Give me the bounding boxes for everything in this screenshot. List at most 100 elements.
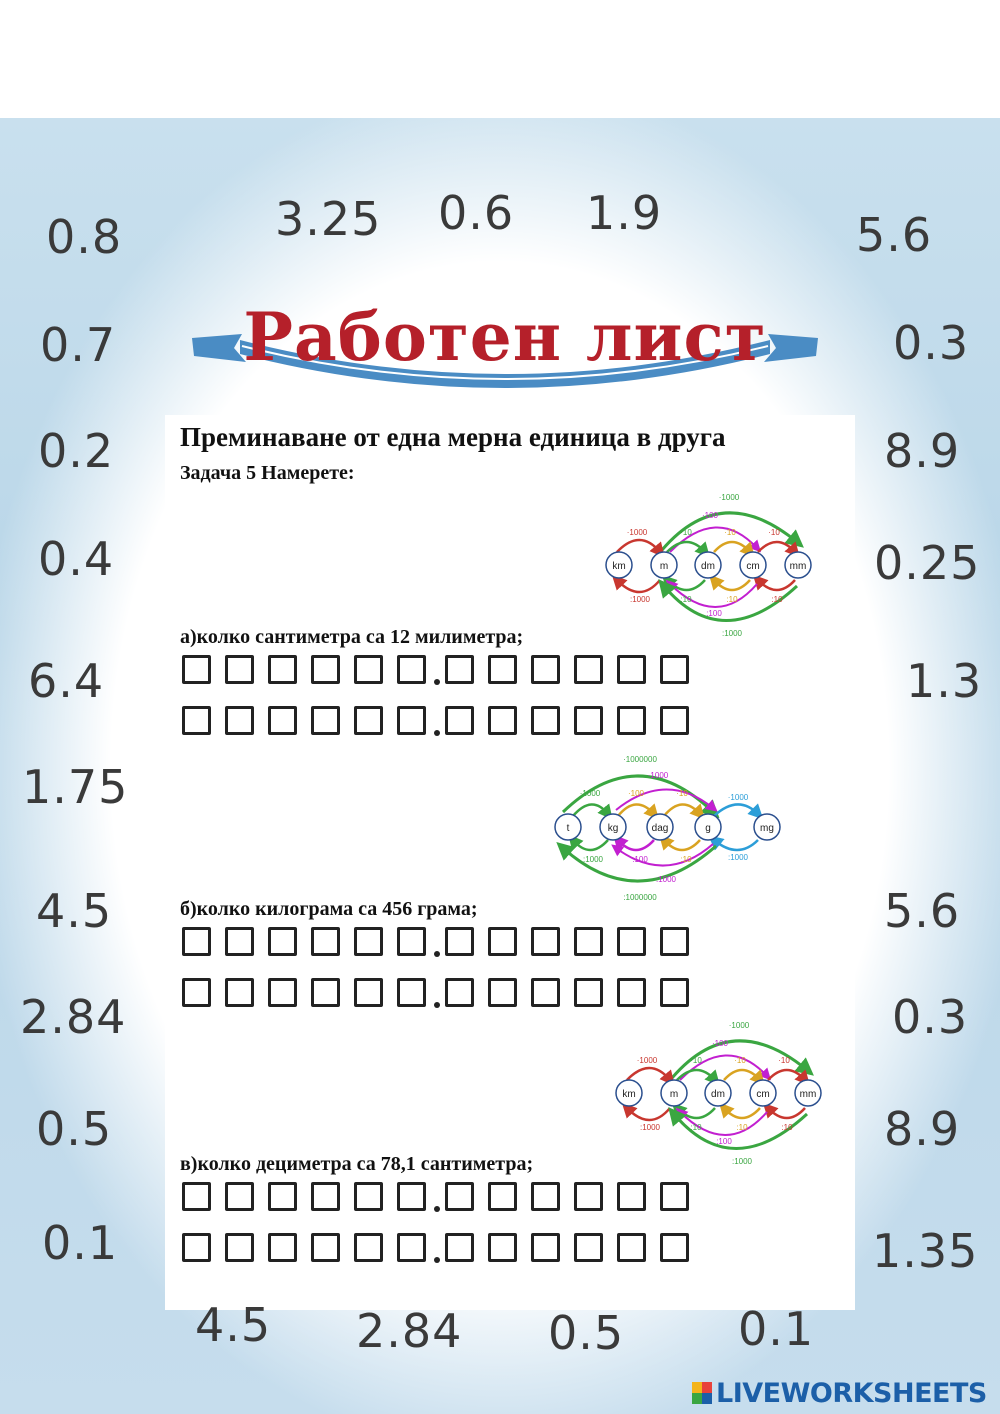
answer-box[interactable] [268, 655, 297, 684]
answer-box[interactable] [268, 927, 297, 956]
unit-t: t [567, 823, 570, 834]
answer-box[interactable] [182, 1233, 211, 1262]
answer-box[interactable] [574, 1182, 603, 1211]
answer-box[interactable] [488, 1233, 517, 1262]
answer-box[interactable] [268, 706, 297, 735]
answer-box[interactable] [311, 706, 340, 735]
answer-row[interactable] [182, 1233, 697, 1267]
answer-row[interactable] [182, 927, 697, 961]
answer-box[interactable] [182, 706, 211, 735]
answer-box[interactable] [488, 655, 517, 684]
answer-box[interactable] [531, 655, 560, 684]
answer-box[interactable] [182, 655, 211, 684]
label-mul-10-b: ·10 [734, 1056, 746, 1065]
answer-box[interactable] [354, 1233, 383, 1262]
answer-box[interactable] [445, 706, 474, 735]
answer-box[interactable] [531, 978, 560, 1007]
label-mul-100: ·100 [628, 789, 645, 798]
answer-box[interactable] [617, 978, 646, 1007]
answer-box[interactable] [311, 978, 340, 1007]
answer-box[interactable] [660, 706, 689, 735]
answer-box[interactable] [354, 978, 383, 1007]
answer-box[interactable] [225, 1182, 254, 1211]
answer-box[interactable] [531, 1182, 560, 1211]
label-div-10-c: :10 [771, 595, 783, 604]
answer-row[interactable] [182, 655, 697, 689]
answer-row[interactable] [182, 978, 697, 1012]
answer-box[interactable] [397, 1233, 426, 1262]
answer-box[interactable] [617, 655, 646, 684]
answer-box[interactable] [445, 1233, 474, 1262]
answer-box[interactable] [225, 655, 254, 684]
answer-box[interactable] [397, 655, 426, 684]
answer-box[interactable] [354, 706, 383, 735]
answer-box[interactable] [311, 655, 340, 684]
answer-box[interactable] [488, 706, 517, 735]
ribbon-graphic [192, 334, 818, 388]
answer-box[interactable] [445, 655, 474, 684]
answer-box[interactable] [660, 978, 689, 1007]
decimal-point [434, 1206, 440, 1212]
answer-box[interactable] [397, 1182, 426, 1211]
answer-box[interactable] [574, 655, 603, 684]
answer-box[interactable] [660, 1182, 689, 1211]
label-div-10-b: :10 [736, 1123, 748, 1132]
answer-box[interactable] [617, 1182, 646, 1211]
number-right: 1.3 [906, 654, 983, 708]
answer-row[interactable] [182, 1182, 697, 1216]
answer-box[interactable] [617, 706, 646, 735]
answer-box[interactable] [531, 1233, 560, 1262]
answer-box[interactable] [617, 927, 646, 956]
answer-box[interactable] [311, 927, 340, 956]
answer-box[interactable] [397, 927, 426, 956]
label-div-1000-outer: :1000 [732, 1157, 753, 1166]
answer-box[interactable] [574, 927, 603, 956]
answer-box[interactable] [574, 1233, 603, 1262]
label-mul-1000-b: ·1000 [728, 793, 749, 802]
unit-km: km [612, 561, 625, 572]
answer-box[interactable] [660, 927, 689, 956]
answer-box[interactable] [617, 1233, 646, 1262]
answer-box[interactable] [660, 655, 689, 684]
answer-box[interactable] [182, 927, 211, 956]
question-a: а)колко сантиметра са 12 милиметра; [180, 626, 524, 648]
number-right: 1.35 [872, 1224, 979, 1278]
answer-box[interactable] [311, 1233, 340, 1262]
number-top: 3.25 [275, 192, 382, 246]
answer-box[interactable] [488, 978, 517, 1007]
label-mul-100: ·100 [712, 1039, 729, 1048]
answer-box[interactable] [268, 978, 297, 1007]
answer-box[interactable] [225, 927, 254, 956]
answer-box[interactable] [531, 706, 560, 735]
answer-box[interactable] [660, 1233, 689, 1262]
answer-box[interactable] [182, 1182, 211, 1211]
answer-box[interactable] [488, 1182, 517, 1211]
answer-box[interactable] [531, 927, 560, 956]
answer-box[interactable] [445, 978, 474, 1007]
answer-box[interactable] [354, 927, 383, 956]
answer-box[interactable] [268, 1182, 297, 1211]
answer-box[interactable] [268, 1233, 297, 1262]
mass-conversion-diagram: t kg dag g mg ·1000000 ·1000 ·1000 ·100 … [554, 755, 781, 902]
answer-box[interactable] [445, 927, 474, 956]
answer-box[interactable] [225, 706, 254, 735]
answer-box[interactable] [182, 978, 211, 1007]
answer-box[interactable] [311, 1182, 340, 1211]
label-mul-1000-outer: ·1000 [729, 1021, 750, 1030]
answer-row[interactable] [182, 706, 697, 740]
answer-box[interactable] [397, 706, 426, 735]
answer-box[interactable] [445, 1182, 474, 1211]
answer-box[interactable] [574, 706, 603, 735]
answer-box[interactable] [225, 978, 254, 1007]
answer-box[interactable] [488, 927, 517, 956]
answer-box[interactable] [574, 978, 603, 1007]
number-bottom: 0.1 [738, 1302, 815, 1356]
number-right: 8.9 [884, 1102, 961, 1156]
answer-box[interactable] [354, 655, 383, 684]
number-left: 0.2 [38, 424, 115, 478]
title-banner: Работен лист [190, 290, 820, 400]
answer-box[interactable] [354, 1182, 383, 1211]
answer-box[interactable] [397, 978, 426, 1007]
answer-box[interactable] [225, 1233, 254, 1262]
label-mul-1000-top: ·1000 [648, 771, 669, 780]
